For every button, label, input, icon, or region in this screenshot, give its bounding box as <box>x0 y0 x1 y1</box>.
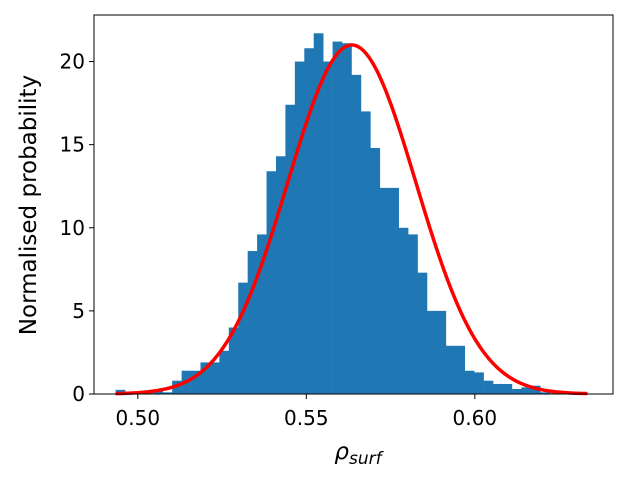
histogram-bar <box>455 345 466 394</box>
x-tick-label: 0.55 <box>284 406 329 430</box>
y-tick-label: 20 <box>60 50 85 74</box>
x-axis-label-symbol: ρ <box>334 439 349 465</box>
histogram-bar <box>436 310 447 394</box>
histogram-bar <box>191 370 201 394</box>
x-tick-label: 0.50 <box>116 406 161 430</box>
histogram-bar <box>313 33 324 394</box>
y-tick-label: 5 <box>72 299 85 323</box>
histogram-bar <box>502 384 513 394</box>
histogram-bar <box>464 370 475 394</box>
histogram-bar <box>445 345 456 394</box>
histogram-bar <box>408 234 418 394</box>
histogram-bar <box>351 74 362 394</box>
histogram-bar <box>304 48 315 395</box>
histogram-bar <box>247 251 258 394</box>
x-axis-ticks: 0.50 0.55 0.60 <box>116 394 498 430</box>
plot-frame <box>93 14 614 395</box>
histogram-bar <box>266 171 277 394</box>
histogram-bar <box>540 392 550 394</box>
histogram-bar <box>323 61 333 395</box>
histogram-bar <box>275 156 286 394</box>
histogram-bar <box>389 187 399 394</box>
histogram-bar <box>360 111 371 394</box>
x-axis-label-subscript: surf <box>349 449 385 469</box>
histogram-bar <box>370 147 381 394</box>
histogram-bar <box>474 372 484 394</box>
y-axis-label: Normalised probability <box>16 75 42 335</box>
histogram-bar <box>398 227 409 394</box>
histogram-bar <box>238 282 248 394</box>
histogram-bar <box>228 327 239 394</box>
histogram-bar <box>426 310 437 394</box>
x-axis-label: ρsurf <box>334 439 384 469</box>
histogram-bar <box>294 61 305 395</box>
y-axis-ticks: 0 5 10 15 20 <box>60 50 94 406</box>
histogram-bar <box>257 234 267 394</box>
y-tick-label: 0 <box>72 382 85 406</box>
histogram-bar <box>209 362 220 394</box>
histogram-bar <box>332 41 343 394</box>
y-tick-label: 15 <box>60 133 85 157</box>
y-tick-label: 10 <box>60 216 85 240</box>
normal-fit-curve <box>115 43 588 396</box>
histogram-bar <box>483 380 494 394</box>
histogram-bar <box>493 384 503 394</box>
histogram-bar <box>219 350 230 394</box>
histogram-bar <box>342 43 352 394</box>
x-tick-label: 0.60 <box>453 406 498 430</box>
histogram-bar <box>162 392 173 394</box>
histogram-bar <box>521 387 532 394</box>
histogram-bar <box>417 272 428 394</box>
histogram-bar <box>200 362 211 394</box>
histogram-bar <box>153 391 164 394</box>
histogram-bar <box>511 389 522 394</box>
histogram-bars <box>115 33 588 395</box>
histogram-bar <box>379 187 390 394</box>
histogram-bar <box>285 104 296 395</box>
